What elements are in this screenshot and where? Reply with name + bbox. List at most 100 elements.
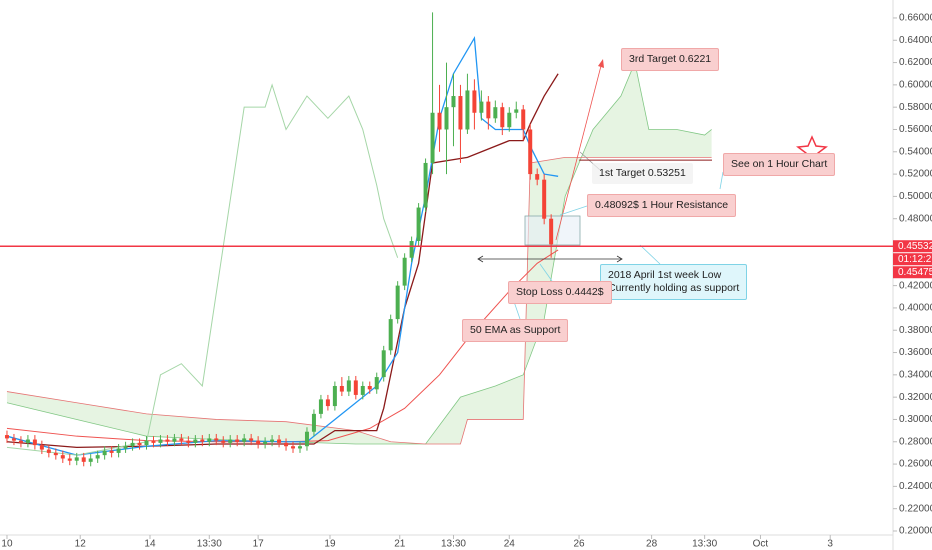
candle-body — [158, 439, 163, 443]
candle-body — [507, 112, 512, 128]
candle-body — [409, 241, 414, 258]
y-tick-label: 0.64000 — [899, 35, 932, 46]
x-tick-label: 21 — [394, 539, 406, 550]
candle-body — [514, 109, 519, 113]
y-tick-label: 0.34000 — [899, 369, 932, 380]
x-tick-label: 10 — [1, 539, 13, 550]
annotation: Stop Loss 0.4442$ — [508, 281, 612, 304]
candle-body — [32, 439, 37, 446]
candle-body — [297, 446, 302, 449]
y-tick-label: 0.42000 — [899, 280, 932, 291]
candle-body — [521, 109, 526, 130]
y-tick-label: 0.66000 — [899, 13, 932, 24]
countdown-label-bg — [893, 253, 932, 266]
y-tick-label: 0.26000 — [899, 459, 932, 470]
candle-body — [360, 385, 365, 395]
x-tick-label: 26 — [573, 539, 585, 550]
y-tick-label: 0.52000 — [899, 169, 932, 180]
candle-body — [549, 218, 554, 245]
indicator-line — [6, 73, 559, 448]
x-tick-label: 17 — [253, 539, 265, 550]
candle-body — [451, 96, 456, 108]
y-tick-label: 0.40000 — [899, 303, 932, 314]
x-tick-label: 12 — [75, 539, 87, 550]
candle-body — [423, 162, 428, 208]
y-tick-label: 0.30000 — [899, 414, 932, 425]
candle-body — [116, 448, 121, 453]
y-tick-label: 0.62000 — [899, 57, 932, 68]
arrow-heads — [477, 255, 623, 263]
candle-body — [500, 107, 505, 128]
candle-body — [437, 112, 442, 130]
candle-body — [39, 445, 44, 450]
candle-body — [123, 446, 128, 449]
candle-body — [304, 431, 309, 447]
candle-body — [339, 385, 344, 392]
candle-body — [374, 377, 379, 390]
connector — [639, 244, 661, 265]
x-tick-label: 14 — [144, 539, 156, 550]
indicator-line — [6, 83, 399, 456]
y-tick-label: 0.50000 — [899, 191, 932, 202]
countdown-label: 01:12:21 — [898, 254, 932, 265]
y-tick-label: 0.22000 — [899, 503, 932, 514]
candle-body — [151, 440, 156, 443]
candle-body — [332, 385, 337, 407]
bid-price-label: 0.45475 — [898, 267, 932, 278]
candle-body — [402, 257, 407, 286]
x-tick-label: 13:30 — [441, 539, 466, 550]
candle-body — [60, 455, 65, 459]
connector — [719, 171, 724, 190]
candle-body — [207, 438, 212, 442]
candle-body — [109, 450, 114, 453]
candle-body — [53, 452, 58, 456]
candle-body — [528, 129, 533, 175]
candle-body — [214, 438, 219, 441]
y-tick-label: 0.36000 — [899, 347, 932, 358]
candle-body — [186, 440, 191, 443]
candle-body — [25, 439, 30, 443]
candle-body — [165, 439, 170, 442]
candle-body — [353, 380, 358, 395]
candle-body — [221, 440, 226, 443]
x-tick-label: 3 — [827, 539, 833, 550]
y-tick-label: 0.24000 — [899, 481, 932, 492]
cloud-fill — [6, 62, 712, 444]
connector — [559, 205, 588, 216]
y-tick-label: 0.38000 — [899, 325, 932, 336]
annotation: See on 1 Hour Chart — [723, 153, 836, 176]
candle-body — [95, 455, 100, 459]
candle-body — [472, 90, 477, 113]
candle-body — [465, 90, 470, 130]
candle-body — [102, 450, 107, 456]
candle-body — [486, 101, 491, 119]
y-tick-label: 0.32000 — [899, 392, 932, 403]
candle-body — [535, 174, 540, 180]
candle-body — [11, 438, 16, 441]
x-tick-label: 24 — [504, 539, 516, 550]
candle-body — [130, 442, 135, 447]
candle-body — [193, 439, 198, 443]
candle-body — [172, 438, 177, 442]
candle-body — [277, 439, 282, 443]
candle-body — [200, 439, 205, 442]
x-tick-label: 13:30 — [197, 539, 222, 550]
y-tick-label: 0.60000 — [899, 80, 932, 91]
target-arrow — [555, 61, 603, 241]
candle-body — [291, 446, 296, 449]
target-arrow-head — [598, 59, 604, 68]
y-tick-label: 0.56000 — [899, 124, 932, 135]
candle-body — [416, 207, 421, 242]
candle-body — [346, 380, 351, 392]
cloud-span-b — [6, 156, 712, 445]
x-tick-label: 19 — [324, 539, 336, 550]
candle-body — [430, 112, 435, 163]
candle-body — [235, 439, 240, 442]
candle-body — [67, 458, 72, 461]
candle-body — [542, 179, 547, 219]
candle-body — [242, 438, 247, 442]
x-tick-label: 28 — [646, 539, 658, 550]
x-tick-label: Oct — [753, 539, 769, 550]
